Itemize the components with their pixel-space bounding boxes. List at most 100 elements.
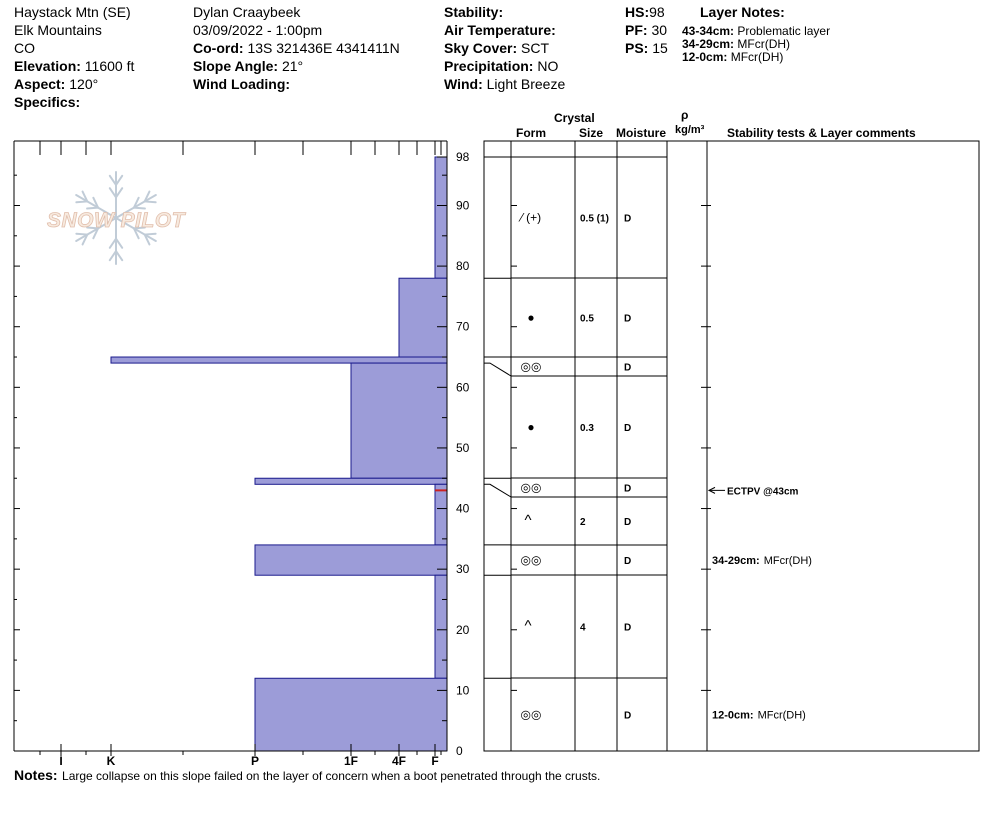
sky-cover-value: SCT (521, 40, 550, 56)
crystal-size: 0.5 (580, 314, 594, 325)
depth-tick-label: 40 (456, 502, 470, 516)
depth-tick-label: 0 (456, 744, 463, 758)
depth-tick-label: 70 (456, 320, 470, 334)
hardness-label: F (431, 754, 438, 768)
col-rho: ρ (681, 108, 689, 122)
col-comments: Stability tests & Layer comments (727, 126, 916, 140)
snowflake-arm (115, 194, 157, 219)
elevation-value: 11600 ft (84, 58, 135, 74)
hardness-bar (254, 477, 448, 485)
location: Haystack Mtn (SE) (14, 4, 131, 20)
hardness-label: I (59, 754, 62, 768)
snowflake-branch (143, 233, 151, 246)
depth-tick-label: 50 (456, 441, 470, 455)
hardness-bar (254, 544, 448, 576)
air-temperature-label: Air Temperature: (444, 22, 556, 38)
layer-note: 43-34cm: Problematic layer (682, 24, 831, 38)
crystal-size: 0.3 (580, 423, 594, 434)
snowflake-branch (132, 196, 140, 209)
moisture: D (624, 214, 631, 225)
snowflake-branch (115, 174, 124, 186)
depth-tick-label: 30 (456, 562, 470, 576)
snowflake-branch (115, 237, 124, 249)
hs-value: 98 (649, 4, 665, 20)
specifics-label: Specifics: (14, 94, 81, 110)
snowflake-branch (81, 233, 89, 246)
layer-comment-range: 12-0cm: (712, 710, 754, 722)
crystal-form: ^ (524, 618, 531, 635)
snowflake-branch (92, 196, 100, 209)
crystal-form: ^ (524, 512, 531, 529)
snowflake-arm (75, 217, 117, 242)
snowflake-branch (86, 206, 100, 210)
col-crystal: Crystal (554, 111, 595, 125)
ps-value: 15 (652, 40, 668, 56)
depth-tick-label: 20 (456, 623, 470, 637)
crystal-form: ◎◎ (521, 481, 542, 495)
layer-comment-text: MFcr(DH) (758, 710, 806, 722)
snowflake-branch (115, 250, 124, 262)
sky-cover-label: Sky Cover: (444, 40, 518, 56)
depth-tick-label: 98 (456, 150, 470, 164)
aspect-value: 120° (69, 76, 99, 92)
wind-label: Wind: (444, 76, 483, 92)
aspect-label: Aspect: (14, 76, 66, 92)
crystal-size: 4 (580, 623, 586, 634)
col-density-unit: kg/m³ (675, 124, 705, 136)
snowflake-branch (143, 232, 157, 236)
crystal-size: 0.5 (1) (580, 214, 609, 225)
snowflake-branch (86, 226, 100, 230)
axis-labels: I K P 1F 4F F 0 10 20 30 40 50 60 70 80 90 98 ⁄ (+) 0.5 (1… (59, 150, 812, 768)
ps-label: PS: (625, 40, 649, 56)
hardness-bar (350, 362, 448, 479)
hs-label: HS: (625, 4, 650, 20)
snowflake-arm (75, 194, 117, 219)
observer: Dylan Craaybeek (193, 4, 301, 20)
coord-value: 13S 321436E 4341411N (247, 40, 400, 56)
hardness-bar (434, 574, 448, 679)
crystal-form: ◎◎ (521, 708, 542, 722)
layer-comment-range: 34-29cm: (712, 555, 760, 567)
snowflake-branch (132, 226, 146, 230)
snowflake-branch (143, 190, 151, 203)
datetime: 03/09/2022 - 1:00pm (193, 22, 323, 38)
snowflake-branch (108, 174, 117, 186)
notes-label: Notes: (14, 767, 58, 783)
wind-value: Light Breeze (486, 76, 566, 92)
hardness-label: 1F (344, 754, 358, 768)
snowflake-branch (132, 206, 146, 210)
snowpilot-logo: SNOW PILOT (47, 171, 187, 265)
depth-tick-label: 10 (456, 683, 470, 697)
moisture: D (624, 623, 631, 634)
moisture: D (624, 556, 631, 567)
layer-note: 34-29cm: MFcr(DH) (682, 37, 791, 51)
snowflake-branch (92, 227, 100, 240)
col-size: Size (579, 126, 604, 140)
col-moisture: Moisture (616, 126, 667, 140)
pf-value: 30 (651, 22, 668, 38)
crystal-form: ⁄ (+) (518, 211, 541, 225)
moisture: D (624, 517, 631, 528)
crystal-form: ◎◎ (521, 360, 542, 374)
snowflake-arm (115, 217, 157, 242)
snowflake-branch (132, 227, 140, 240)
layer-note: 12-0cm: MFcr(DH) (682, 50, 784, 64)
hardness-label: K (107, 754, 116, 768)
layer-connector (484, 362, 512, 377)
snowflake-branch (75, 200, 89, 204)
hardness-plot (110, 156, 448, 752)
layer-notes-title: Layer Notes: (700, 4, 785, 20)
layer-comment: 34-29cm: MFcr(DH) (712, 555, 812, 567)
test-arrowhead (707, 486, 716, 494)
snowflake-branch (75, 232, 89, 236)
depth-tick-label: 60 (456, 380, 470, 394)
layer-comment-text: MFcr(DH) (764, 555, 812, 567)
moisture: D (624, 314, 631, 325)
state: CO (14, 40, 35, 56)
moisture: D (624, 711, 631, 722)
crystal-size: 2 (580, 517, 586, 528)
layer-grid (13, 140, 980, 756)
slope-label: Slope Angle: (193, 58, 279, 74)
slope-value: 21° (281, 58, 304, 74)
